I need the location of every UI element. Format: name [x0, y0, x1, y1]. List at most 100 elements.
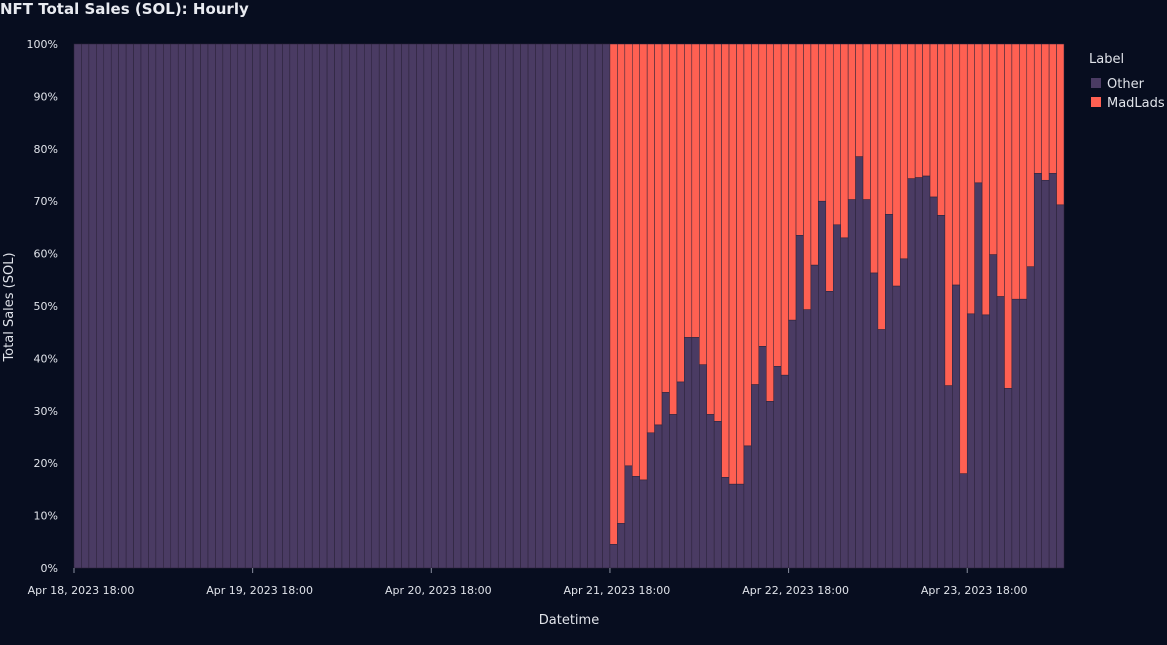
legend-label-other: Other	[1107, 77, 1145, 92]
bar-other	[684, 337, 693, 569]
bars-group	[73, 43, 1065, 569]
bar-other	[907, 178, 916, 569]
bar-madlads	[855, 43, 864, 157]
bar-other	[944, 385, 953, 569]
bar-madlads	[758, 43, 767, 347]
bar-madlads	[728, 43, 737, 485]
bar-other	[803, 309, 812, 569]
legend: Label Other MadLads	[1089, 52, 1165, 111]
bar-other	[602, 43, 611, 569]
bar-madlads	[907, 43, 916, 179]
bar-madlads	[922, 43, 931, 177]
bar-other	[341, 43, 350, 569]
bar-other	[624, 465, 633, 569]
bar-other	[88, 43, 97, 569]
bar-other	[386, 43, 395, 569]
bar-other	[259, 43, 268, 569]
bar-madlads	[885, 43, 894, 215]
bar-other	[825, 291, 834, 569]
bar-other	[1026, 266, 1035, 569]
bar-other	[639, 479, 648, 569]
bar-other	[118, 43, 127, 569]
bar-other	[81, 43, 90, 569]
bar-other	[914, 177, 923, 569]
bar-other	[952, 284, 961, 569]
bar-madlads	[1019, 43, 1028, 300]
bar-other	[527, 43, 536, 569]
bar-other	[289, 43, 298, 569]
bar-other	[1041, 179, 1050, 569]
bar-madlads	[617, 43, 626, 524]
bar-other	[431, 43, 439, 569]
bar-madlads	[691, 43, 700, 338]
bar-other	[535, 43, 544, 569]
bar-other	[222, 43, 231, 569]
x-tick-label: Apr 18, 2023 18:00	[28, 584, 135, 597]
y-tick-label: 70%	[34, 195, 58, 208]
bar-madlads	[713, 43, 722, 422]
bar-other	[870, 272, 879, 569]
x-tick-label: Apr 20, 2023 18:00	[385, 584, 492, 597]
x-tick-label: Apr 22, 2023 18:00	[742, 584, 849, 597]
x-axis-title: Datetime	[539, 613, 599, 628]
bar-other	[215, 43, 224, 569]
bar-other	[557, 43, 566, 569]
bar-other	[475, 43, 484, 569]
x-tick-label: Apr 19, 2023 18:00	[206, 584, 313, 597]
bar-other	[751, 384, 760, 569]
bar-madlads	[736, 43, 745, 485]
bar-other	[393, 43, 402, 569]
bar-other	[661, 392, 670, 569]
bar-madlads	[914, 43, 923, 178]
y-tick-label: 60%	[34, 248, 58, 261]
y-axis-title: Total Sales (SOL)	[2, 252, 17, 362]
legend-title: Label	[1089, 52, 1124, 67]
bar-other	[699, 364, 707, 569]
bar-other	[1019, 298, 1028, 569]
bar-other	[617, 523, 626, 569]
bar-madlads	[803, 43, 812, 310]
y-tick-label: 20%	[34, 457, 58, 470]
y-tick-label: 50%	[34, 300, 58, 313]
bar-other	[706, 414, 715, 569]
bar-madlads	[669, 43, 678, 415]
bar-other	[922, 175, 931, 569]
bar-madlads	[870, 43, 879, 274]
bar-other	[140, 43, 149, 569]
bar-other	[899, 258, 908, 569]
bar-other	[646, 432, 655, 569]
bar-other	[230, 43, 239, 569]
bar-other	[1056, 204, 1065, 569]
bar-madlads	[996, 43, 1005, 297]
bar-madlads	[937, 43, 946, 216]
bar-other	[550, 43, 559, 569]
bar-other	[445, 43, 454, 569]
bar-madlads	[952, 43, 961, 286]
bar-other	[170, 43, 179, 569]
bar-other	[274, 43, 283, 569]
bar-other	[401, 43, 410, 569]
bar-madlads	[780, 43, 789, 376]
bar-madlads	[661, 43, 670, 393]
bar-other	[572, 43, 581, 569]
bar-madlads	[892, 43, 901, 287]
bar-other	[713, 421, 722, 569]
bar-other	[810, 264, 819, 569]
bar-other	[1048, 173, 1057, 569]
bar-other	[498, 43, 506, 569]
bar-other	[654, 424, 663, 569]
bar-other	[103, 43, 112, 569]
bar-other	[929, 196, 938, 569]
bar-other	[244, 43, 253, 569]
bar-other	[728, 483, 737, 569]
bar-other	[110, 43, 119, 569]
bar-other	[282, 43, 291, 569]
bar-other	[460, 43, 469, 569]
bar-other	[937, 215, 946, 569]
bar-other	[676, 381, 685, 569]
bar-other	[766, 401, 774, 569]
bar-other	[408, 43, 417, 569]
bar-madlads	[1011, 43, 1020, 300]
